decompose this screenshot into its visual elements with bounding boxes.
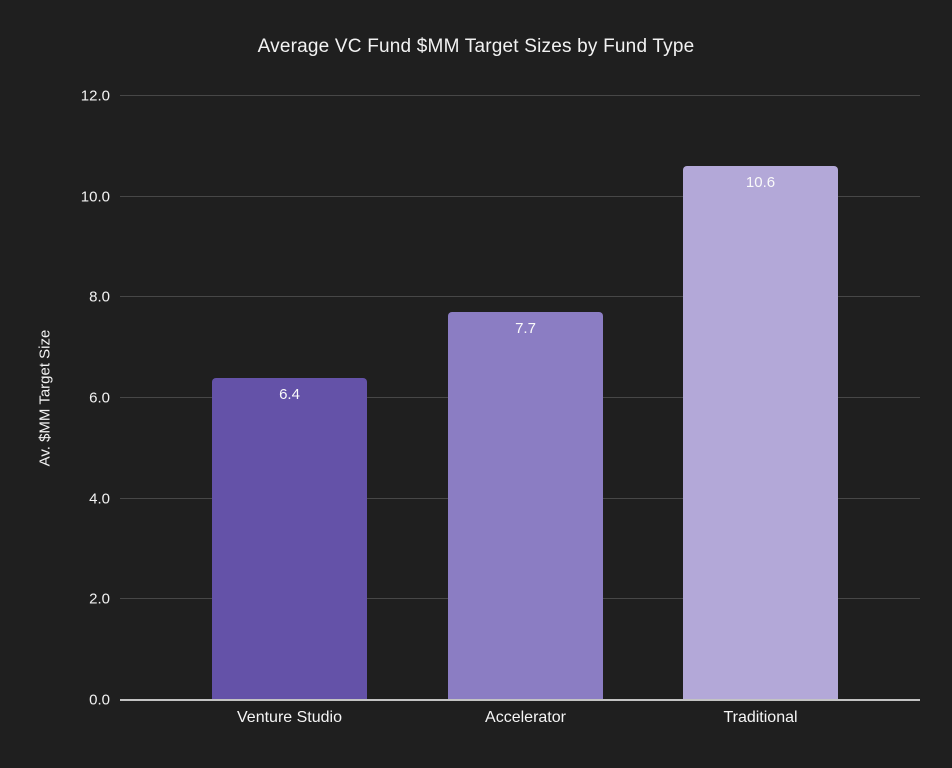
x-axis-line: [120, 699, 920, 701]
y-tick-label: 12.0: [80, 87, 110, 105]
bar-venture-studio: 6.4: [212, 378, 367, 700]
gridline: [120, 195, 920, 197]
x-category-label-accelerator: Accelerator: [485, 709, 566, 726]
gridline: [120, 296, 920, 298]
x-category-label-traditional: Traditional: [723, 709, 798, 726]
gridline: [120, 95, 920, 96]
x-category-label-venture-studio: Venture Studio: [237, 709, 342, 726]
bar-value-label: 7.7: [515, 320, 536, 337]
y-tick-label: 2.0: [89, 590, 110, 608]
y-tick-label: 6.0: [89, 389, 110, 407]
y-tick-label: 4.0: [89, 490, 110, 508]
chart-title: Average VC Fund $MM Target Sizes by Fund…: [257, 36, 695, 57]
bar-value-label: 6.4: [279, 386, 300, 403]
bar-accelerator: 7.7: [448, 312, 603, 700]
y-tick-label: 10.0: [80, 188, 110, 206]
plot-area: 0.0 2.0 4.0 6.0 8.0 10.0 12.0 6.4 Venture Studio…: [81, 88, 920, 726]
bar-value-label: 10.6: [745, 174, 776, 191]
y-axis-title: Av. $MM Target Size: [36, 329, 54, 467]
bar-traditional: 10.6: [683, 166, 838, 700]
y-tick-label: 8.0: [89, 288, 110, 306]
y-tick-label: 0.0: [89, 691, 110, 709]
